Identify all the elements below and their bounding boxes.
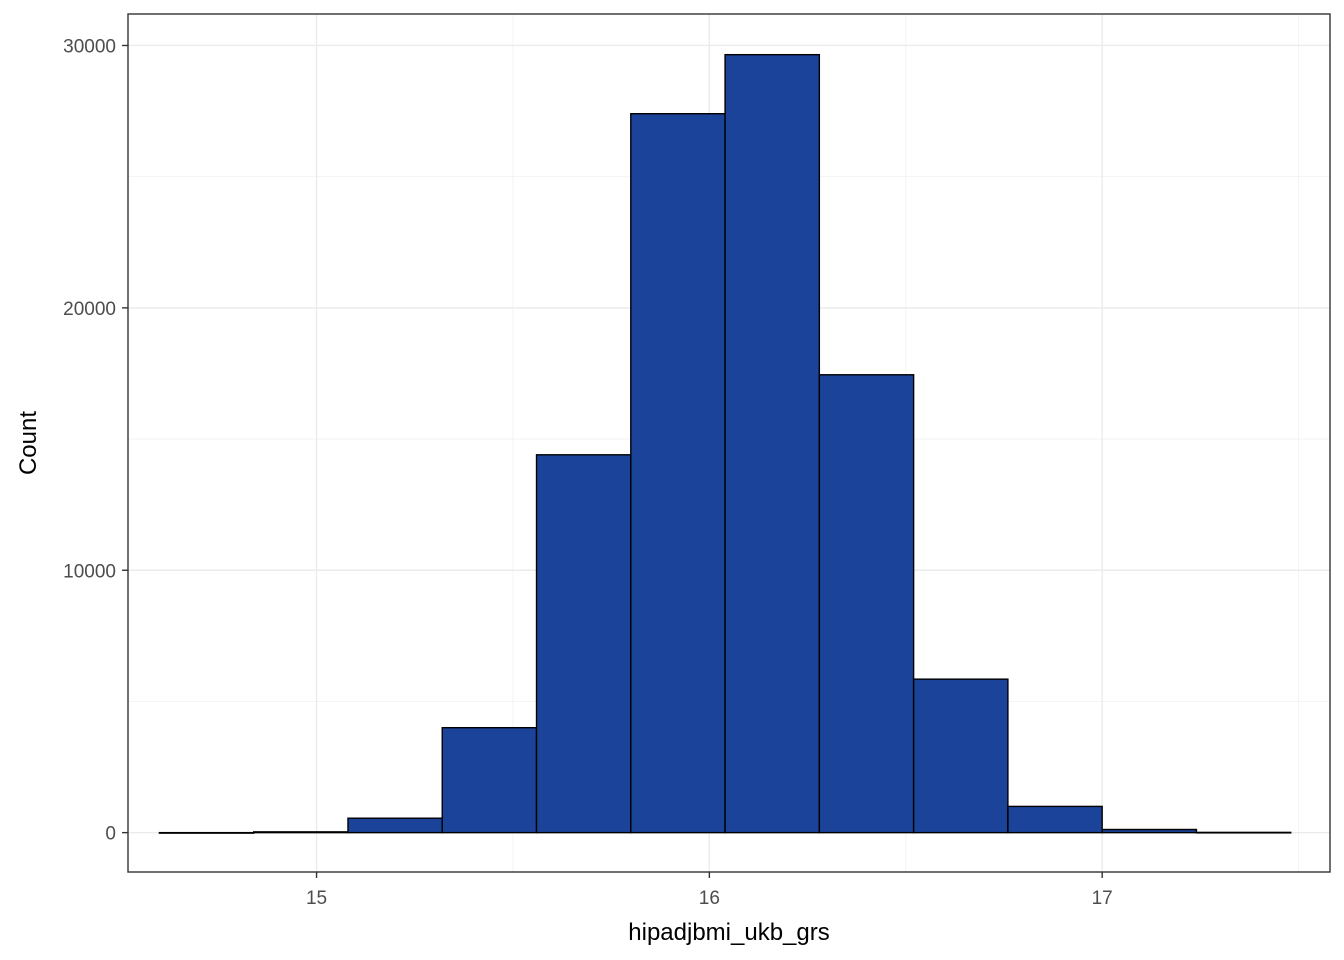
panel-border <box>127 13 1331 873</box>
x-tick-label: 15 <box>306 888 327 909</box>
histogram-bar <box>912 678 1009 834</box>
histogram-bar <box>1195 831 1292 834</box>
y-tick-label: 20000 <box>63 299 116 320</box>
y-tick-label: 0 <box>105 824 116 845</box>
histogram-bar <box>252 831 349 834</box>
x-tick-label: 17 <box>1092 888 1113 909</box>
histogram-bars <box>158 53 1292 834</box>
x-axis-title: hipadjbmi_ukb_grs <box>628 919 829 946</box>
axes: 15 16 17 0 10000 20000 30000 <box>63 36 1113 909</box>
histogram-bar <box>818 374 915 834</box>
histogram-bar <box>441 726 538 834</box>
y-tick-label: 30000 <box>63 36 116 57</box>
histogram-bar <box>630 113 726 834</box>
histogram-bar <box>1007 805 1103 834</box>
x-tick-label: 16 <box>699 888 720 909</box>
histogram-bar <box>347 817 443 834</box>
histogram-bar <box>535 454 632 834</box>
histogram-bar <box>724 53 821 834</box>
y-tick-label: 10000 <box>63 561 116 582</box>
y-axis-title: Count <box>15 411 42 475</box>
histogram-bar <box>158 831 255 834</box>
histogram-bar <box>1101 828 1198 834</box>
